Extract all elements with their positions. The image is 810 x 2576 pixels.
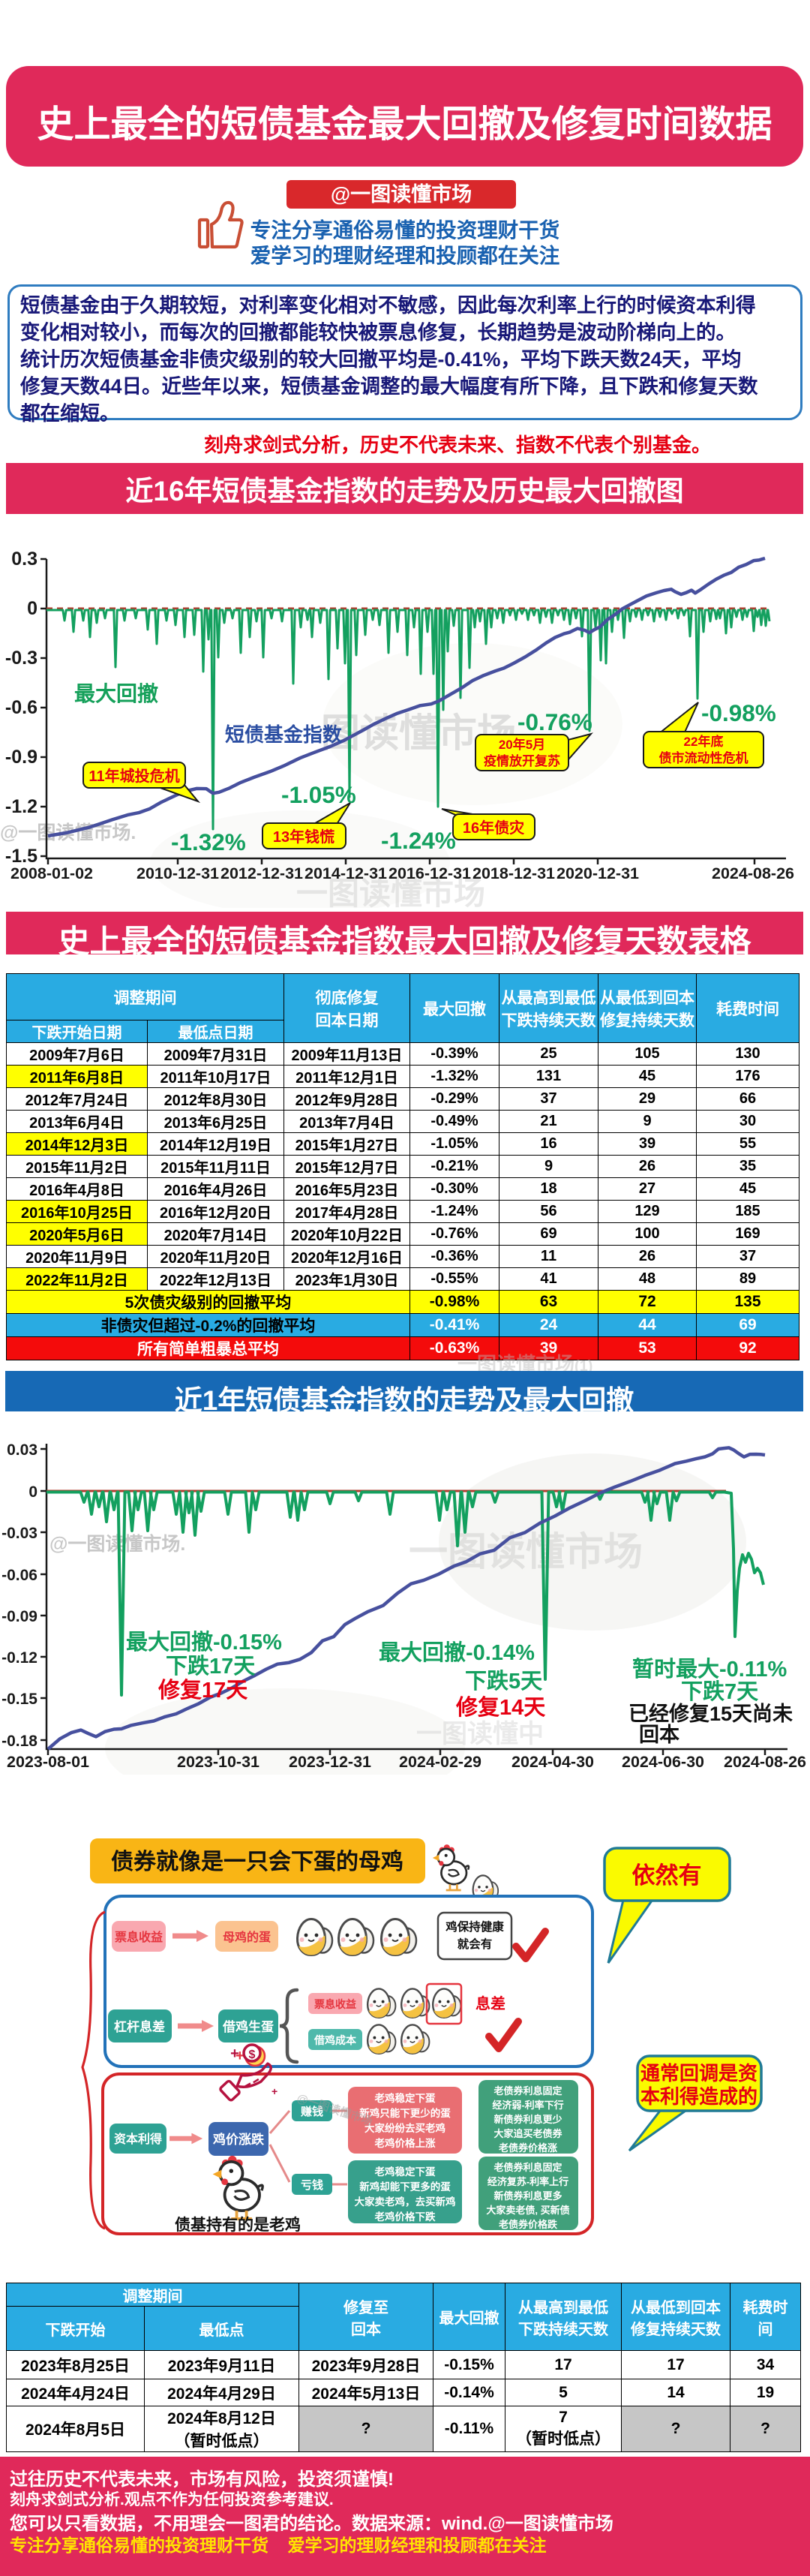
svg-text:债券就像是一只会下蛋的母鸡: 债券就像是一只会下蛋的母鸡 [111,1850,404,1874]
svg-text:2023-08-01: 2023-08-01 [7,1753,89,1771]
svg-text:息差: 息差 [476,1994,506,2012]
svg-text:修复17天: 修复17天 [158,1678,248,1703]
svg-text:16年债灾: 16年债灾 [463,819,524,837]
svg-text:老债券利息固定: 老债券利息固定 [493,2162,562,2173]
svg-text:13年钱慌: 13年钱慌 [273,828,334,846]
svg-text:母鸡的蛋: 母鸡的蛋 [223,1930,271,1944]
svg-text:票息收益: 票息收益 [314,1998,356,2010]
svg-text:2010-12-31: 2010-12-31 [136,864,219,882]
svg-text:最大回撤-0.14%: 最大回撤-0.14% [379,1640,535,1665]
svg-text:疫情放开复苏: 疫情放开复苏 [484,753,560,768]
svg-text:赚钱: 赚钱 [300,2105,323,2118]
svg-text:暂时最大-0.11%: 暂时最大-0.11% [632,1657,787,1682]
svg-text:大家卖老鸡，去买新鸡: 大家卖老鸡，去买新鸡 [355,2196,456,2208]
svg-text:大家卖老债, 买新债: 大家卖老债, 买新债 [486,2205,569,2216]
svg-text:老债券利息固定: 老债券利息固定 [493,2085,562,2097]
svg-text:通常回调是资: 通常回调是资 [640,2062,758,2085]
svg-text:-1.2: -1.2 [5,796,38,817]
svg-text:回本: 回本 [639,1724,680,1746]
svg-text:短债基金指数: 短债基金指数 [225,723,343,746]
svg-text:2024-02-29: 2024-02-29 [399,1753,482,1771]
svg-text:一图读懂中: 一图读懂中 [416,1720,544,1748]
svg-text:-0.03: -0.03 [2,1525,38,1542]
svg-text:下跌5天: 下跌5天 [465,1669,542,1694]
svg-text:一图读懂市场: 一图读懂市场 [296,876,485,908]
svg-text:2008-01-02: 2008-01-02 [10,864,93,882]
svg-text:+: + [236,2048,244,2064]
svg-text:2016-12-31: 2016-12-31 [388,864,471,882]
svg-text:20年5月: 20年5月 [499,737,545,752]
svg-text:借鸡生蛋: 借鸡生蛋 [222,2019,274,2034]
svg-text:借鸡成本: 借鸡成本 [314,2034,357,2046]
svg-text:$: $ [249,2048,256,2061]
svg-text:老鸡稳定下蛋: 老鸡稳定下蛋 [375,2166,436,2178]
svg-text:鸡价涨跌: 鸡价涨跌 [212,2132,265,2147]
svg-text:老债券价格涨: 老债券价格涨 [498,2142,557,2154]
svg-text:债基持有的是老鸡: 债基持有的是老鸡 [175,2216,301,2234]
svg-text:老鸡价格下跌: 老鸡价格下跌 [375,2211,436,2223]
svg-text:0.03: 0.03 [7,1441,38,1459]
svg-text:就会有: 就会有 [458,1937,493,1951]
svg-text:0: 0 [28,1483,38,1501]
svg-text:最大回撤-0.15%: 最大回撤-0.15% [126,1629,282,1655]
svg-text:-1.32%: -1.32% [171,828,246,855]
svg-text:-0.98%: -0.98% [701,699,776,726]
svg-text:+: + [272,2085,278,2097]
svg-text:2012-12-31: 2012-12-31 [220,864,303,882]
svg-text:0: 0 [27,598,38,619]
svg-text:资本利得: 资本利得 [114,2132,162,2146]
svg-text:下跌17天: 下跌17天 [166,1654,255,1679]
svg-text:2023-10-31: 2023-10-31 [177,1753,260,1771]
svg-text:2024-06-30: 2024-06-30 [622,1753,704,1771]
svg-text:最大回撤: 最大回撤 [74,681,158,705]
svg-text:鸡保持健康: 鸡保持健康 [446,1919,504,1934]
svg-text:2024-08-26: 2024-08-26 [712,864,794,882]
svg-text:老鸡稳定下蛋: 老鸡稳定下蛋 [375,2092,436,2104]
svg-text:老鸡价格上涨: 老鸡价格上涨 [375,2137,436,2149]
svg-text:22年底: 22年底 [684,734,724,749]
svg-text:经济复苏-利率上行: 经济复苏-利率上行 [488,2176,568,2187]
svg-text:-0.09: -0.09 [2,1608,38,1625]
svg-text:杠杆息差: 杠杆息差 [114,2019,165,2034]
svg-text:2023-12-31: 2023-12-31 [289,1753,371,1771]
svg-text:票息收益: 票息收益 [115,1930,163,1944]
svg-text:2020-12-31: 2020-12-31 [556,864,639,882]
svg-text:2024-04-30: 2024-04-30 [512,1753,594,1771]
svg-text:已经修复15天尚未: 已经修复15天尚未 [628,1702,793,1725]
svg-text:新鸡却能下更多的蛋: 新鸡却能下更多的蛋 [359,2181,451,2193]
svg-text:2018-12-31: 2018-12-31 [472,864,555,882]
svg-text:经济弱-利率下行: 经济弱-利率下行 [492,2100,563,2111]
svg-text:本利得造成的: 本利得造成的 [640,2085,758,2108]
svg-text:大家追买老债券: 大家追买老债券 [494,2128,562,2139]
svg-text:-1.05%: -1.05% [281,781,356,808]
svg-text:-0.06: -0.06 [2,1567,38,1584]
svg-text:新鸡只能下更少的蛋: 新鸡只能下更少的蛋 [359,2107,451,2119]
svg-text:11年城投危机: 11年城投危机 [88,767,179,785]
svg-text:-1.24%: -1.24% [381,827,456,854]
svg-text:亏钱: 亏钱 [301,2178,323,2192]
svg-text:修复14天: 修复14天 [455,1695,545,1720]
svg-text:-0.12: -0.12 [2,1649,38,1667]
svg-text:-0.15: -0.15 [2,1691,38,1708]
svg-text:-0.9: -0.9 [5,747,38,768]
svg-text:+: + [230,2045,239,2062]
svg-text:-0.18: -0.18 [2,1733,38,1750]
svg-text:新债券利息更少: 新债券利息更少 [494,2114,562,2125]
svg-text:2014-12-31: 2014-12-31 [304,864,387,882]
svg-text:-0.3: -0.3 [5,648,38,669]
svg-text:-1.5: -1.5 [5,846,38,867]
svg-text:新债券利息更多: 新债券利息更多 [494,2190,562,2202]
svg-text:0.3: 0.3 [11,549,38,570]
svg-text:大家纷纷去买老鸡: 大家纷纷去买老鸡 [364,2122,446,2134]
svg-text:-0.76%: -0.76% [518,708,592,735]
svg-text:一图读懂市场: 一图读懂市场 [409,1531,643,1574]
svg-text:老债券价格跌: 老债券价格跌 [498,2219,558,2230]
svg-text:-0.6: -0.6 [5,697,38,718]
svg-text:依然有: 依然有 [632,1862,702,1889]
svg-text:债市流动性危机: 债市流动性危机 [659,750,748,765]
svg-text:下跌7天: 下跌7天 [681,1679,758,1704]
svg-text:2024-08-26: 2024-08-26 [724,1753,806,1771]
